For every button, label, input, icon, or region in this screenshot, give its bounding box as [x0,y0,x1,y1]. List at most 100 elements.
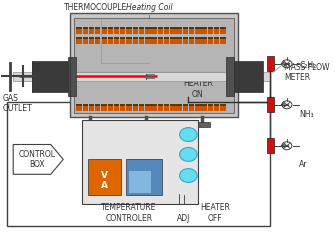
Bar [183,27,188,34]
Bar [114,27,119,34]
Bar [177,104,182,111]
Bar [189,104,194,111]
Bar [214,104,219,106]
Text: Ar: Ar [299,160,308,169]
Bar [164,104,169,106]
Bar [95,37,100,39]
Bar [151,37,157,39]
Bar [195,27,201,34]
Bar [183,104,188,106]
Bar [74,75,234,113]
Bar [158,104,163,106]
Bar [220,104,225,111]
Bar [126,37,132,44]
Bar [208,37,213,44]
Bar [214,104,219,111]
Bar [183,37,188,39]
Bar [164,37,169,44]
Bar [108,37,113,44]
Bar [195,37,201,39]
Bar [108,37,113,39]
Bar [126,160,162,195]
Bar [83,37,88,44]
Bar [158,37,163,44]
Bar [145,104,150,106]
Circle shape [180,128,197,142]
Bar [189,104,194,106]
Text: NH₃: NH₃ [299,110,314,119]
Bar [195,37,201,44]
Text: ADJ: ADJ [177,214,190,223]
Bar [139,104,144,111]
Text: MASS FLOW
METER: MASS FLOW METER [284,63,329,82]
Text: CONTROL
BOX: CONTROL BOX [18,150,55,169]
Bar [164,37,169,39]
Text: TEMPERATURE
CONTROLER: TEMPERATURE CONTROLER [101,203,157,223]
Text: THERMOCOUPLE: THERMOCOUPLE [64,3,128,12]
Bar [158,27,163,34]
Circle shape [180,169,197,182]
Bar [108,104,113,106]
Bar [126,27,132,34]
Bar [183,27,188,29]
Bar [114,104,119,111]
Bar [114,37,119,39]
Bar [114,37,119,44]
Bar [89,104,94,111]
Bar [102,37,107,39]
Bar [189,27,194,34]
Bar [170,37,176,44]
Bar [120,27,126,29]
Bar [88,160,121,195]
Bar [267,56,274,71]
Bar [102,104,107,106]
Bar [170,104,176,106]
Bar [68,57,76,96]
Bar [195,122,210,127]
Bar [170,27,176,29]
Bar [126,37,132,39]
Bar [95,27,100,29]
Bar [189,37,194,44]
Bar [114,104,119,106]
Bar [139,27,144,29]
Bar [220,27,225,29]
Bar [76,37,82,44]
Bar [208,27,213,29]
Bar [83,37,88,39]
Bar [74,18,234,73]
Bar [133,37,138,44]
Bar [89,104,94,106]
Bar [201,27,207,29]
Bar [170,104,176,111]
Bar [133,104,138,111]
FancyArrow shape [13,144,63,174]
Bar [89,37,94,39]
Bar [76,104,82,106]
Bar [195,27,201,29]
Bar [208,37,213,39]
Bar [214,27,219,29]
Bar [208,104,213,106]
Bar [220,37,225,39]
Bar [267,97,274,112]
Bar [126,27,132,29]
Bar [102,104,107,111]
Text: HEATER
OFF: HEATER OFF [200,203,230,223]
Bar [220,27,225,34]
Bar [120,37,126,39]
Bar [145,27,150,29]
Bar [120,37,126,44]
Bar [133,104,138,106]
Bar [32,60,69,92]
Bar [89,37,94,44]
Bar [220,104,225,106]
Bar [151,27,157,34]
Bar [89,27,94,34]
Bar [76,37,82,39]
Bar [164,27,169,34]
Bar [83,104,88,106]
Bar [139,37,144,44]
Bar [145,27,150,34]
Circle shape [180,147,197,161]
